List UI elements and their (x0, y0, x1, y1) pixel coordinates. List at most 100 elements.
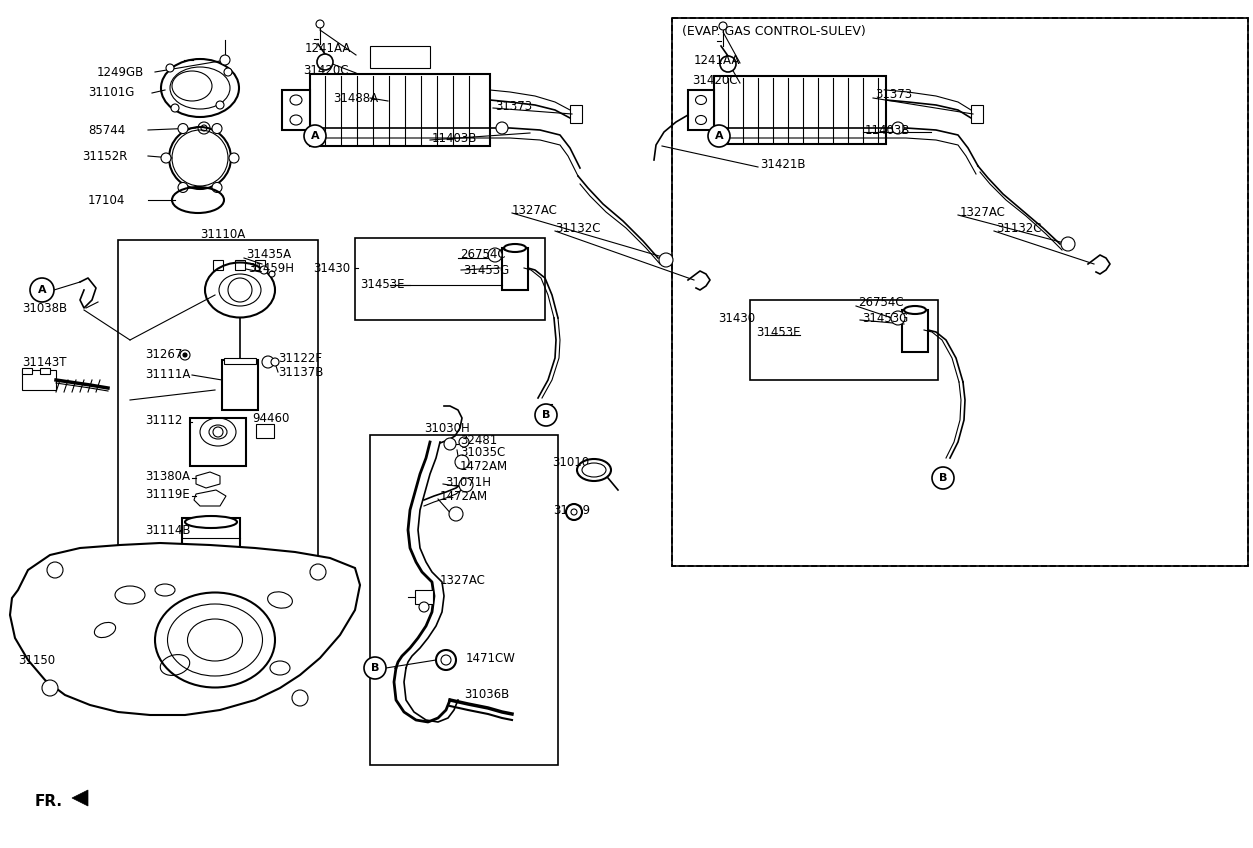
Circle shape (566, 504, 581, 520)
Circle shape (419, 602, 429, 612)
Bar (971, 105, 984, 123)
Circle shape (459, 437, 469, 447)
Circle shape (304, 125, 326, 147)
Text: 17104: 17104 (88, 193, 125, 207)
Bar (714, 76, 886, 144)
Text: 31152R: 31152R (81, 149, 128, 163)
Ellipse shape (903, 306, 926, 314)
Circle shape (221, 55, 231, 65)
Circle shape (200, 125, 207, 131)
Text: 31380A: 31380A (145, 470, 190, 483)
Text: (EVAP. GAS CONTROL-SULEV): (EVAP. GAS CONTROL-SULEV) (682, 25, 866, 38)
Bar (370, 435, 558, 765)
Text: 94460: 94460 (252, 411, 289, 425)
Circle shape (292, 690, 308, 706)
Bar (190, 418, 246, 466)
Text: 31111A: 31111A (145, 369, 190, 382)
Bar (672, 18, 1248, 566)
Text: 31459H: 31459H (248, 263, 294, 276)
Circle shape (487, 248, 502, 262)
Text: 1471CW: 1471CW (466, 651, 516, 665)
Text: 31038B: 31038B (23, 302, 68, 315)
Text: 1327AC: 1327AC (440, 573, 486, 587)
Text: 31143T: 31143T (23, 356, 66, 370)
Text: 31373: 31373 (495, 99, 533, 113)
Bar (688, 90, 714, 130)
Text: 31420C: 31420C (692, 74, 738, 86)
Text: 31430: 31430 (313, 261, 350, 275)
Text: 31122F: 31122F (278, 352, 322, 365)
Text: 31119E: 31119E (145, 488, 189, 500)
Circle shape (180, 350, 190, 360)
Bar (222, 360, 258, 410)
Text: 31373: 31373 (875, 88, 912, 102)
Text: B: B (541, 410, 550, 420)
Circle shape (198, 122, 211, 134)
Bar (182, 518, 241, 580)
Text: 31150: 31150 (18, 654, 55, 667)
Bar (118, 240, 318, 560)
Circle shape (212, 124, 222, 133)
Circle shape (224, 68, 232, 76)
Bar (256, 424, 274, 438)
Text: 31030H: 31030H (424, 421, 470, 434)
Bar (355, 238, 545, 320)
Bar (23, 370, 56, 390)
Circle shape (444, 438, 456, 450)
Bar (672, 18, 1248, 566)
Circle shape (708, 125, 730, 147)
Bar (236, 260, 246, 270)
Circle shape (271, 358, 279, 366)
Circle shape (892, 122, 903, 134)
Text: A: A (38, 285, 46, 295)
Text: 31435A: 31435A (246, 248, 291, 261)
Text: 1327AC: 1327AC (960, 205, 1006, 219)
Bar (370, 46, 430, 68)
Text: 31453G: 31453G (464, 264, 509, 276)
Circle shape (160, 153, 170, 163)
Circle shape (659, 253, 673, 267)
Text: 85744: 85744 (88, 124, 125, 137)
Circle shape (436, 650, 456, 670)
Circle shape (459, 478, 472, 492)
Circle shape (317, 54, 333, 70)
Text: 31039: 31039 (553, 504, 590, 516)
Bar (502, 248, 528, 290)
Polygon shape (10, 543, 360, 715)
Text: 31420C: 31420C (303, 64, 348, 76)
Bar (256, 260, 264, 270)
Circle shape (1061, 237, 1075, 251)
Bar (902, 310, 928, 352)
Circle shape (170, 104, 179, 112)
Text: 31114B: 31114B (145, 523, 190, 537)
Bar (224, 358, 256, 364)
Bar (415, 590, 434, 604)
Circle shape (455, 455, 469, 469)
Text: 1327AC: 1327AC (512, 204, 558, 216)
Circle shape (496, 122, 507, 134)
Text: 31036B: 31036B (464, 689, 509, 701)
Bar (570, 105, 581, 123)
Ellipse shape (581, 463, 606, 477)
Circle shape (48, 562, 63, 578)
Circle shape (720, 56, 736, 72)
Text: 31430: 31430 (718, 311, 756, 325)
Circle shape (719, 22, 727, 30)
Bar (309, 74, 490, 146)
Circle shape (229, 153, 239, 163)
Bar (213, 260, 223, 270)
Circle shape (213, 427, 223, 437)
Circle shape (365, 657, 386, 679)
Circle shape (183, 353, 187, 357)
Text: B: B (938, 473, 947, 483)
Circle shape (309, 564, 326, 580)
Bar (751, 300, 938, 380)
Text: 11403B: 11403B (865, 124, 911, 137)
Text: 1241AA: 1241AA (304, 42, 351, 54)
Text: 1472AM: 1472AM (440, 490, 489, 504)
Text: A: A (714, 131, 723, 141)
Circle shape (262, 356, 274, 368)
Circle shape (178, 124, 188, 133)
Text: 31453E: 31453E (756, 326, 801, 338)
Circle shape (212, 182, 222, 192)
